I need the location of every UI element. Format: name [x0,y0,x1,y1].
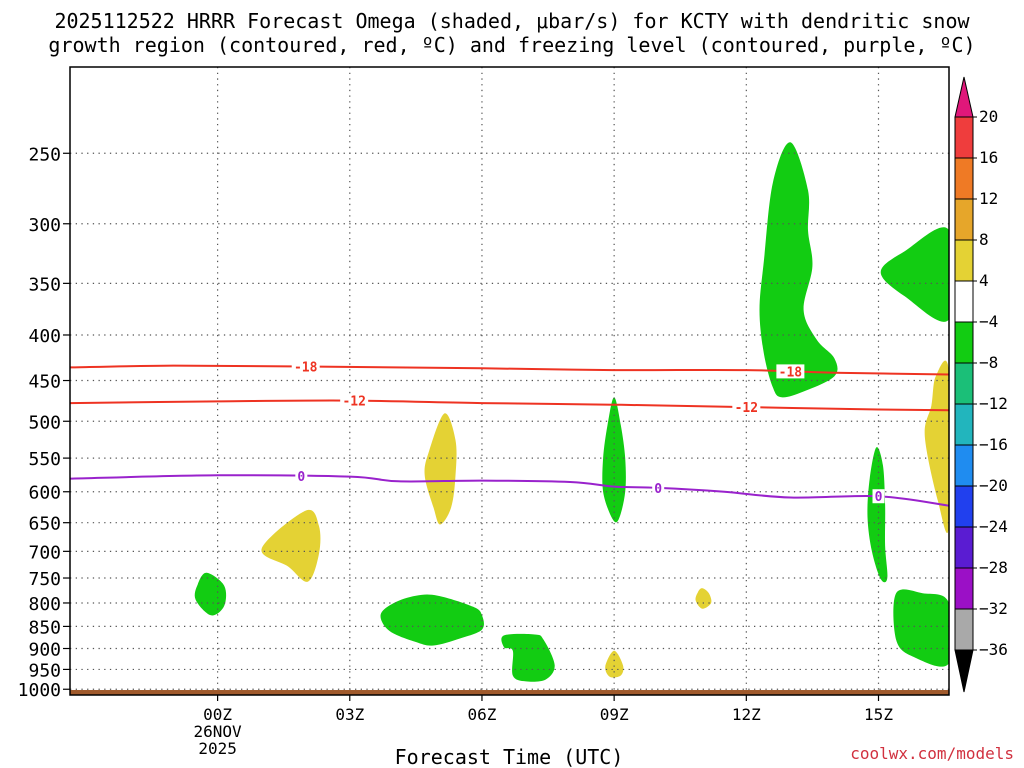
y-tick-label-450: 450 [28,372,61,393]
colorbar-label-4: 4 [979,271,989,290]
chart-title-line-2: growth region (contoured, red, ºC) and f… [48,33,976,57]
contour-label-bg [295,469,308,484]
omega-region-g1 [759,142,838,398]
colorbar-bottom-arrow [954,649,974,693]
contour-label-dgz-minus18: -18 [779,365,803,380]
contour-dgz-minus18 [70,364,949,376]
watermark[interactable]: coolwx.com/models [850,744,1014,763]
omega-region-g5 [194,572,227,616]
colorbar-bin--24-to--20 [954,485,974,528]
y-tick-label-400: 400 [28,326,61,347]
omega-region-y3 [695,588,712,609]
omega-region-y5 [924,360,949,534]
colorbar-label--8: −8 [979,353,998,372]
y-tick-label-700: 700 [28,542,61,563]
omega-region-y2 [261,509,321,582]
colorbar-label-12: 12 [979,189,998,208]
colorbar-bin--12-to--8 [954,362,974,405]
colorbar-bin--8-to--4 [954,321,974,364]
x-tick-label-09Z: 09Z [600,705,629,724]
colorbar-bin--4-to-4 [954,280,974,323]
contour-label-freezing-level: 0 [875,490,883,505]
colorbar-bin-8-to-12 [954,198,974,241]
chart-title-line-1: 2025112522 HRRR Forecast Omega (shaded, … [54,9,970,33]
y-tick-label-850: 850 [28,617,61,638]
colorbar-bin-16-to-20 [954,116,974,159]
x-tick-date: 26NOV [194,722,243,741]
colorbar-bin--32-to--28 [954,567,974,610]
contour-freezing-level [70,474,949,507]
y-tick-label-950: 950 [28,660,61,681]
colorbar-label--36: −36 [979,640,1008,659]
colorbar-bin-12-to-16 [954,157,974,200]
colorbar-label-20: 20 [979,107,998,126]
x-tick-label-15Z: 15Z [864,705,893,724]
x-tick-label-03Z: 03Z [335,705,364,724]
contour-label-bg [291,359,320,374]
colorbar-label--24: −24 [979,517,1008,536]
colorbar-label--20: −20 [979,476,1008,495]
contour-label-bg [872,489,885,504]
omega-region-y4 [605,650,624,678]
omega-region-g2 [880,227,949,322]
x-tick-label-06Z: 06Z [468,705,497,724]
x-tick-label-00Z: 00Z [203,705,232,724]
omega-region-g3 [602,397,626,523]
colorbar-label-16: 16 [979,148,998,167]
colorbar-label--12: −12 [979,394,1008,413]
contour-label-bg [340,393,369,408]
surface-terrain [70,690,949,695]
omega-region-g4 [867,447,888,583]
y-tick-label-800: 800 [28,594,61,615]
colorbar-bin-4-to-8 [954,239,974,282]
contour-label-bg [776,364,805,379]
colorbar-bin--28-to--24 [954,526,974,569]
x-tick-year: 2025 [198,739,237,758]
y-tick-label-750: 750 [28,569,61,590]
contour-label-dgz-minus18: -18 [294,361,318,376]
colorbar-label--4: −4 [979,312,998,331]
colorbar-label--32: −32 [979,599,1008,618]
contour-label-freezing-level: 0 [654,482,662,497]
contour-label-dgz-minus12: -12 [735,401,758,416]
x-tick-label-12Z: 12Z [732,705,761,724]
omega-region-y1 [424,413,457,525]
y-tick-label-900: 900 [28,640,61,661]
colorbar-label-8: 8 [979,230,989,249]
colorbar-top-arrow [954,76,974,118]
x-axis-label: Forecast Time (UTC) [395,745,624,768]
y-tick-label-350: 350 [28,274,61,295]
contour-label-dgz-minus12: -12 [342,395,365,410]
colorbar-bin--16-to--12 [954,403,974,446]
y-tick-label-1000: 1000 [18,680,61,701]
colorbar-label--28: −28 [979,558,1008,577]
contour-label-bg [732,400,761,415]
y-tick-label-600: 600 [28,483,61,504]
y-tick-label-250: 250 [28,144,61,165]
colorbar-bin--36-to--32 [954,608,974,651]
colorbar-label--16: −16 [979,435,1008,454]
contour-dgz-minus12 [70,399,949,412]
omega-region-g8 [893,589,949,667]
omega-region-g6 [380,594,484,646]
colorbar-bin--20-to--16 [954,444,974,487]
y-tick-label-550: 550 [28,449,61,470]
contour-label-bg [652,480,665,495]
y-tick-label-300: 300 [28,215,61,236]
y-tick-label-500: 500 [28,412,61,433]
contour-label-freezing-level: 0 [297,470,305,485]
y-tick-label-650: 650 [28,514,61,535]
omega-region-g7 [501,633,555,682]
